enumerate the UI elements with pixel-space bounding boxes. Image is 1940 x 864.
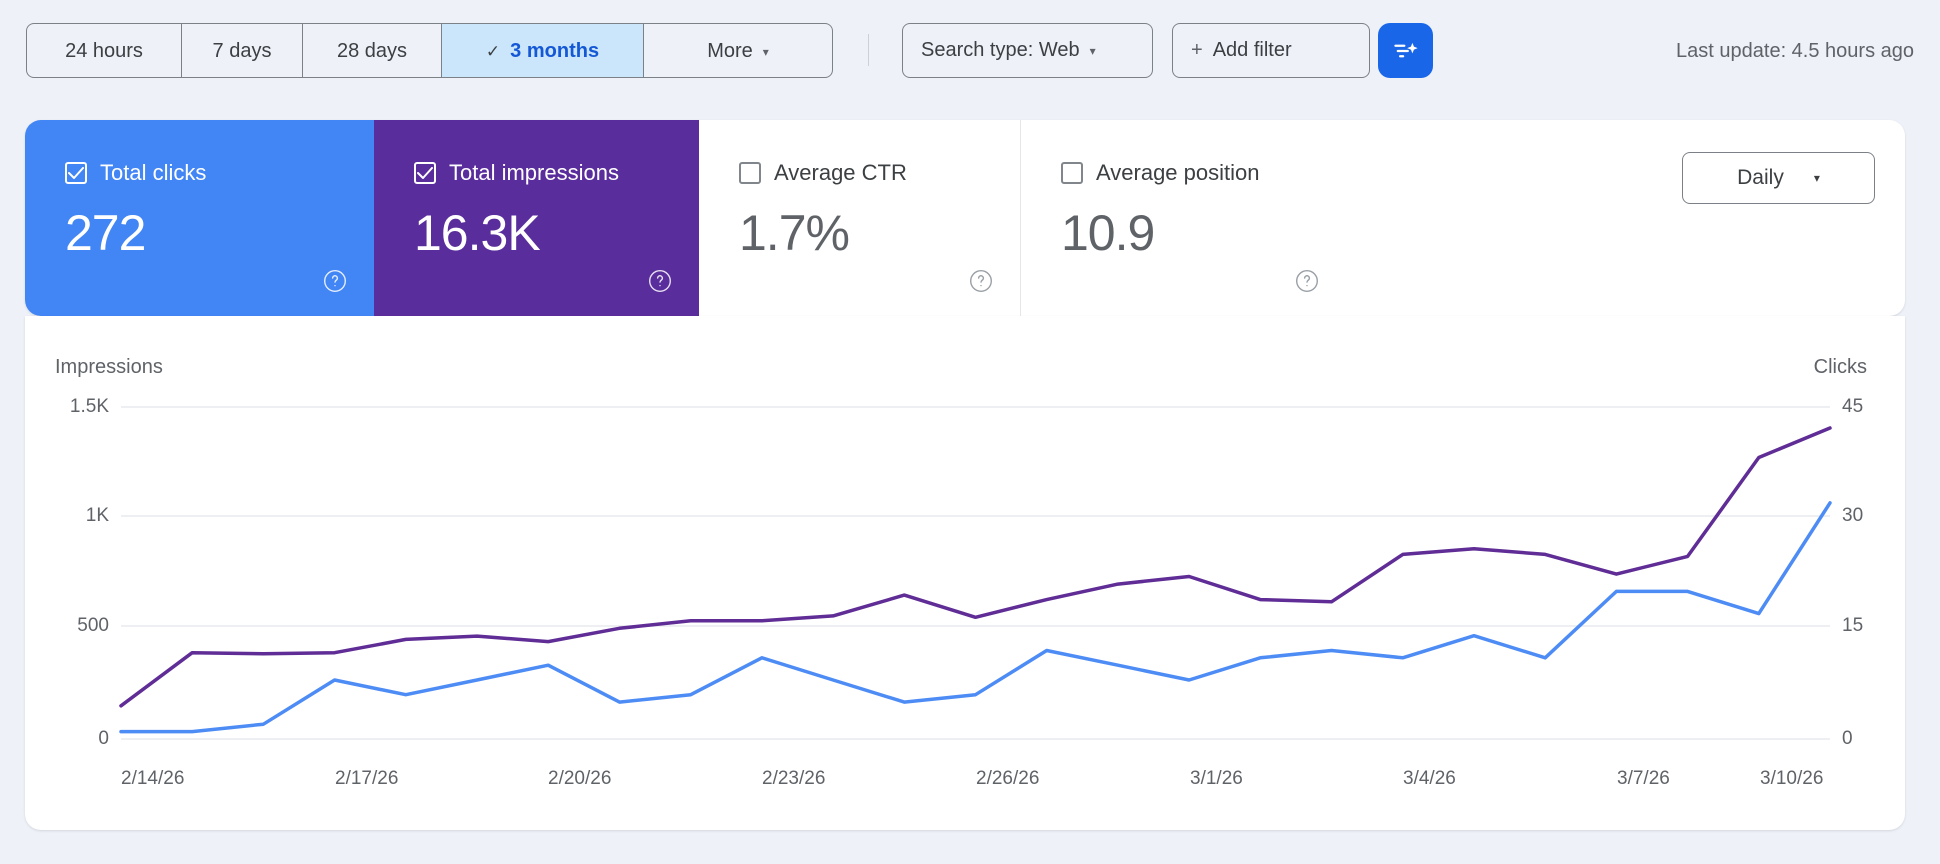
svg-text:15: 15 — [1842, 615, 1863, 636]
svg-text:45: 45 — [1842, 396, 1863, 417]
svg-text:0: 0 — [98, 728, 109, 749]
svg-text:1.5K: 1.5K — [70, 396, 109, 417]
svg-text:1K: 1K — [86, 505, 110, 526]
svg-text:30: 30 — [1842, 505, 1863, 526]
svg-text:0: 0 — [1842, 728, 1853, 749]
svg-text:500: 500 — [77, 615, 109, 636]
